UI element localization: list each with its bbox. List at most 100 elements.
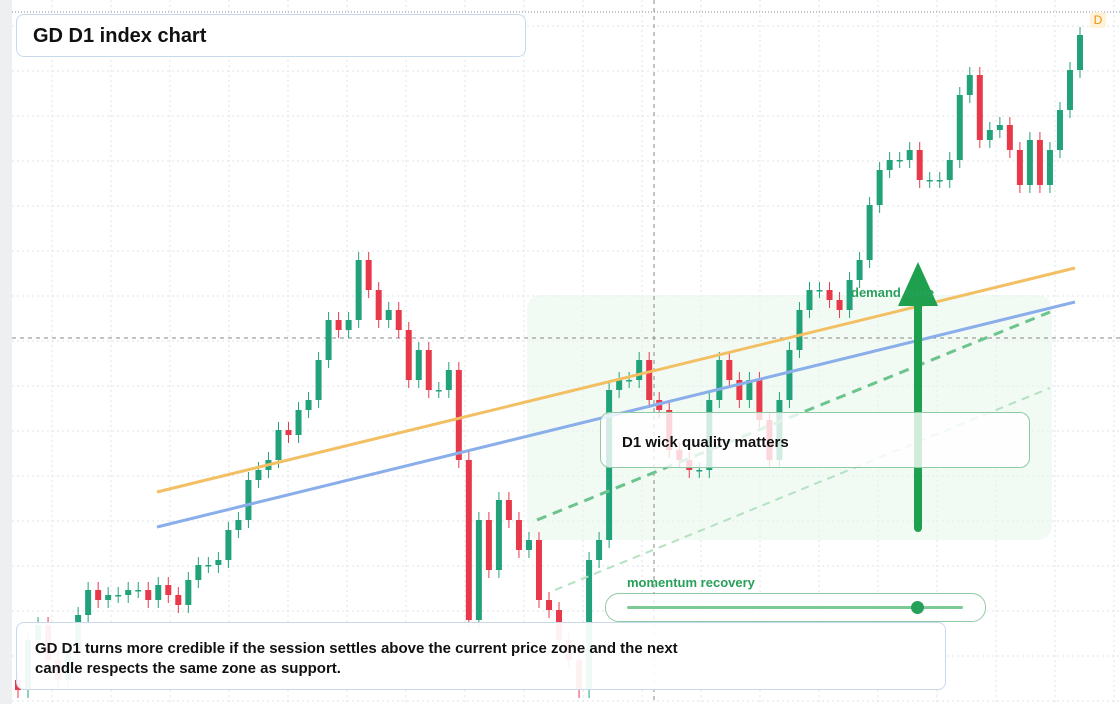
- candle-body: [235, 520, 242, 530]
- candle-body: [726, 360, 733, 380]
- callout: D1 wick quality matters: [600, 412, 1030, 468]
- candle-body: [85, 590, 92, 615]
- candle-body: [355, 260, 362, 320]
- candle-body: [856, 260, 863, 280]
- chart-title: GD D1 index chart: [33, 25, 207, 47]
- candle-body: [736, 380, 743, 400]
- arrow-head: [898, 262, 938, 306]
- candle-body: [325, 320, 332, 360]
- candle-body: [1016, 150, 1023, 185]
- candle-body: [205, 565, 212, 567]
- candle-body: [335, 320, 342, 330]
- candle-body: [946, 160, 953, 180]
- zone-label: demand zone: [851, 285, 935, 300]
- candle-body: [846, 280, 853, 310]
- candle-body: [505, 500, 512, 520]
- candle-body: [756, 380, 763, 420]
- candle-body: [1046, 150, 1053, 185]
- candle-body: [485, 520, 492, 570]
- candle-body: [626, 380, 633, 382]
- candle-body: [125, 590, 132, 595]
- candle-body: [1026, 140, 1033, 185]
- candle-body: [495, 500, 502, 570]
- candle-body: [245, 480, 252, 520]
- candle-body: [956, 95, 963, 160]
- slider-label: momentum recovery: [627, 575, 755, 590]
- candle-body: [415, 350, 422, 380]
- candle-body: [345, 320, 352, 330]
- candle-body: [195, 565, 202, 580]
- candle-body: [395, 310, 402, 330]
- candle-body: [896, 160, 903, 162]
- candle-body: [165, 585, 172, 595]
- candle-body: [525, 540, 532, 550]
- candle-body: [185, 580, 192, 605]
- candle-body: [255, 470, 262, 480]
- candle-body: [1077, 35, 1083, 70]
- candle-body: [285, 430, 292, 435]
- candle-body: [1036, 140, 1043, 185]
- candle-body: [145, 590, 152, 600]
- candle-body: [916, 150, 923, 180]
- candle-body: [215, 560, 222, 565]
- note-text: GD D1 turns more credible if the session…: [35, 640, 678, 677]
- candle-body: [866, 205, 873, 260]
- candle-body: [926, 180, 933, 182]
- candle-body: [225, 530, 232, 560]
- candle-body: [1056, 110, 1063, 150]
- candle-body: [465, 460, 472, 620]
- candle-body: [435, 390, 442, 392]
- candle-body: [546, 600, 552, 610]
- candle-body: [115, 595, 122, 597]
- candle-body: [746, 380, 753, 400]
- candle-body: [1006, 125, 1013, 150]
- candle-body: [445, 370, 452, 390]
- callout-text: D1 wick quality matters: [622, 434, 789, 451]
- left-strip: [0, 0, 12, 704]
- candle-body: [886, 160, 893, 170]
- candle-body: [996, 125, 1003, 130]
- candle-body: [455, 370, 462, 460]
- candle-body: [135, 590, 142, 592]
- candle-body: [806, 290, 813, 310]
- candle-body: [1066, 70, 1073, 110]
- candle-body: [636, 360, 643, 380]
- candle-body: [796, 310, 803, 350]
- candle-body: [826, 290, 833, 300]
- candle-body: [275, 430, 282, 460]
- title-box: GD D1 index chart: [16, 14, 526, 57]
- slider-knob[interactable]: [911, 601, 924, 614]
- candle-body: [305, 400, 312, 410]
- candle-body: [315, 360, 322, 400]
- candle-body: [425, 350, 432, 390]
- candle-body: [906, 150, 913, 160]
- candle-body: [876, 170, 883, 205]
- note-box: GD D1 turns more credible if the session…: [16, 622, 946, 690]
- candle-body: [816, 290, 823, 292]
- candle-body: [295, 410, 302, 435]
- candle-body: [786, 350, 793, 400]
- candle-body: [385, 310, 392, 320]
- candle-body: [966, 75, 973, 95]
- slider[interactable]: [605, 593, 986, 622]
- candle-body: [405, 330, 412, 380]
- candle-body: [976, 75, 983, 140]
- candle-body: [646, 360, 653, 400]
- candle-body: [696, 470, 703, 472]
- candle-body: [836, 300, 843, 310]
- projection-line: [554, 387, 1051, 591]
- candle-body: [596, 540, 603, 560]
- candle-body: [535, 540, 542, 600]
- candle-body: [515, 520, 522, 550]
- candle-body: [175, 595, 182, 605]
- candle-body: [105, 595, 112, 600]
- candle-body: [616, 380, 623, 390]
- badge: D: [1090, 12, 1106, 28]
- candle-body: [986, 130, 993, 140]
- candle-body: [716, 360, 723, 400]
- candle-body: [475, 520, 482, 620]
- candle-body: [375, 290, 382, 320]
- candle-body: [936, 180, 943, 182]
- candle-body: [95, 590, 102, 600]
